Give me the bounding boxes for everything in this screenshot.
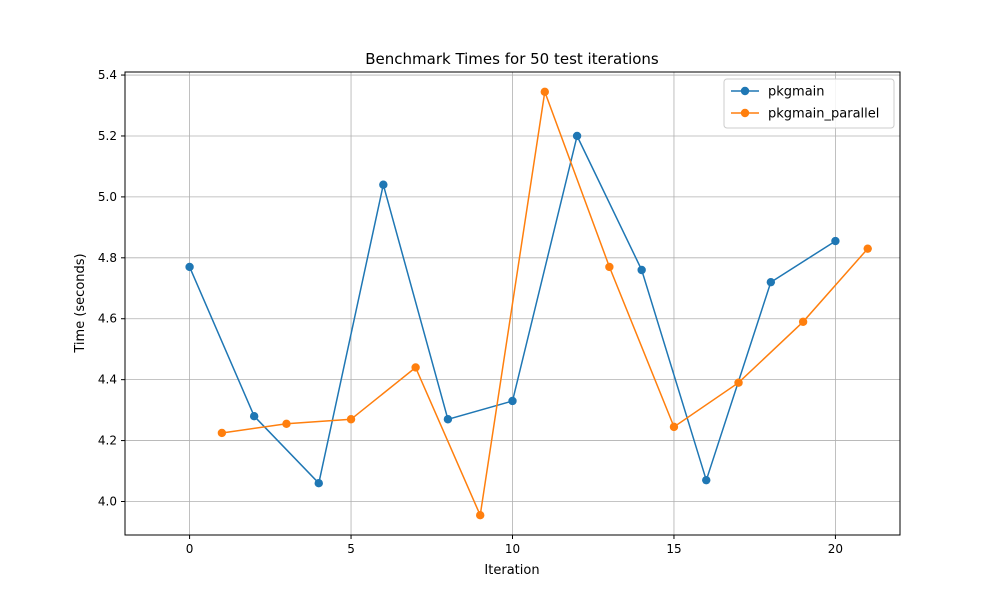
- legend-label: pkgmain: [768, 85, 825, 100]
- x-tick-label: 20: [828, 542, 843, 556]
- grid-lines: [125, 72, 900, 535]
- x-axis-label: Iteration: [484, 563, 539, 578]
- y-tick-label: 4.8: [98, 251, 117, 265]
- data-point: [411, 363, 420, 372]
- y-tick-label: 5.4: [98, 68, 117, 82]
- x-tick-label: 5: [347, 542, 355, 556]
- data-point: [798, 317, 808, 326]
- series-group: [185, 87, 872, 520]
- x-tick-label: 0: [186, 542, 194, 556]
- data-point: [346, 415, 356, 424]
- y-tick-label: 5.2: [98, 129, 117, 143]
- data-point: [249, 412, 259, 421]
- y-axis-label: Time (seconds): [73, 253, 88, 353]
- legend-box: [723, 78, 895, 129]
- series-line-1: [221, 91, 869, 518]
- data-point: [572, 131, 582, 141]
- legend-marker: [740, 108, 750, 118]
- legend-label: pkgmain_parallel: [768, 107, 879, 122]
- chart-title: Benchmark Times for 50 test iterations: [365, 50, 659, 68]
- data-point: [669, 422, 679, 432]
- data-point: [605, 262, 614, 272]
- data-point: [443, 415, 453, 424]
- data-point: [185, 262, 194, 272]
- data-point: [282, 419, 291, 429]
- data-point: [379, 180, 388, 189]
- data-point: [831, 236, 840, 246]
- data-point: [476, 511, 485, 520]
- y-tick-label: 4.6: [98, 312, 117, 326]
- data-point: [637, 265, 646, 275]
- y-tick-label: 5.0: [98, 190, 117, 204]
- data-point: [217, 428, 227, 438]
- data-point: [540, 87, 549, 96]
- data-point: [508, 396, 517, 406]
- x-tick-label: 10: [505, 542, 520, 556]
- data-point: [702, 475, 711, 485]
- x-axis: 0 5 10 15 20: [186, 535, 843, 556]
- y-tick-label: 4.4: [98, 373, 117, 387]
- data-point: [734, 378, 743, 387]
- legend: pkgmain pkgmain_parallel: [723, 78, 895, 129]
- y-tick-label: 4.0: [98, 494, 117, 508]
- data-point: [766, 277, 776, 287]
- legend-marker: [740, 86, 750, 96]
- y-tick-label: 4.2: [98, 434, 117, 448]
- x-tick-label: 15: [666, 542, 681, 556]
- y-axis: 4.0 4.2 4.4 4.6 4.8 5.0 5.2 5.4: [98, 68, 125, 508]
- data-point: [314, 479, 323, 488]
- data-point: [863, 244, 872, 253]
